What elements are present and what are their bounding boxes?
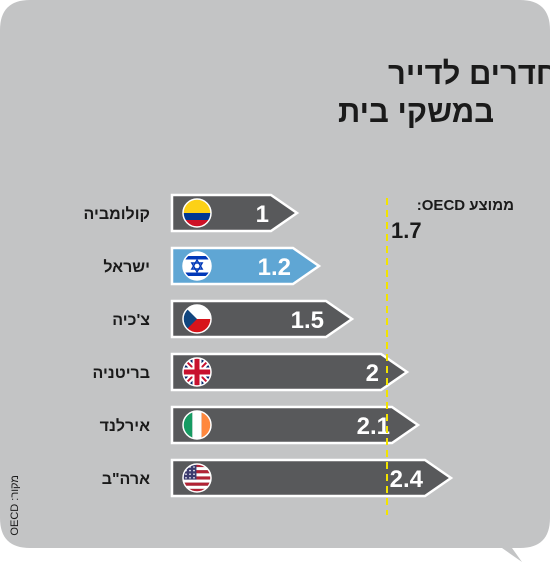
bar [170, 246, 322, 286]
czech-flag-icon [182, 304, 212, 334]
value-label: 2 [366, 360, 379, 387]
value-label: 2.4 [390, 466, 424, 493]
bar [170, 299, 355, 339]
israel-flag-icon [182, 251, 212, 281]
chart-title-line1: מספר חדרים לדייר [388, 56, 550, 91]
bars-group: 1 קולומביה 1.2 ישראל 1.5 צ'כיה 2 בריטניה 2.1 אירל… [84, 193, 454, 498]
usa-flag-icon [182, 463, 212, 493]
value-label: 1.2 [258, 254, 291, 281]
bar-row: 2 בריטניה [92, 352, 410, 392]
colombia-flag-icon [182, 198, 212, 228]
bar [170, 458, 454, 498]
category-label: ארה"ב [102, 471, 150, 488]
average-label: ממוצע OECD: [417, 197, 514, 214]
bar [170, 405, 421, 445]
category-label: ישראל [103, 258, 150, 276]
category-label: בריטניה [92, 365, 150, 382]
bar-row: 1.2 ישראל [103, 246, 322, 286]
uk-flag-icon [182, 357, 212, 387]
category-label: קולומביה [84, 205, 150, 223]
bar-row: 2.1 אירלנד [100, 405, 421, 445]
value-label: 2.1 [357, 413, 390, 440]
category-label: צ'כיה [112, 312, 150, 329]
ireland-flag-icon [182, 410, 212, 440]
category-label: אירלנד [100, 417, 150, 435]
value-label: 1.5 [291, 307, 324, 334]
bar-row: 1 קולומביה [84, 193, 300, 233]
bar [170, 352, 410, 392]
bar-row: 2.4 ארה"ב [102, 458, 454, 498]
average-value: 1.7 [391, 218, 422, 243]
chart-title-line2: במשקי בית [338, 94, 494, 129]
source-note: מקור: OECD [9, 475, 21, 536]
value-label: 1 [256, 201, 269, 228]
bar-row: 1.5 צ'כיה [112, 299, 355, 339]
